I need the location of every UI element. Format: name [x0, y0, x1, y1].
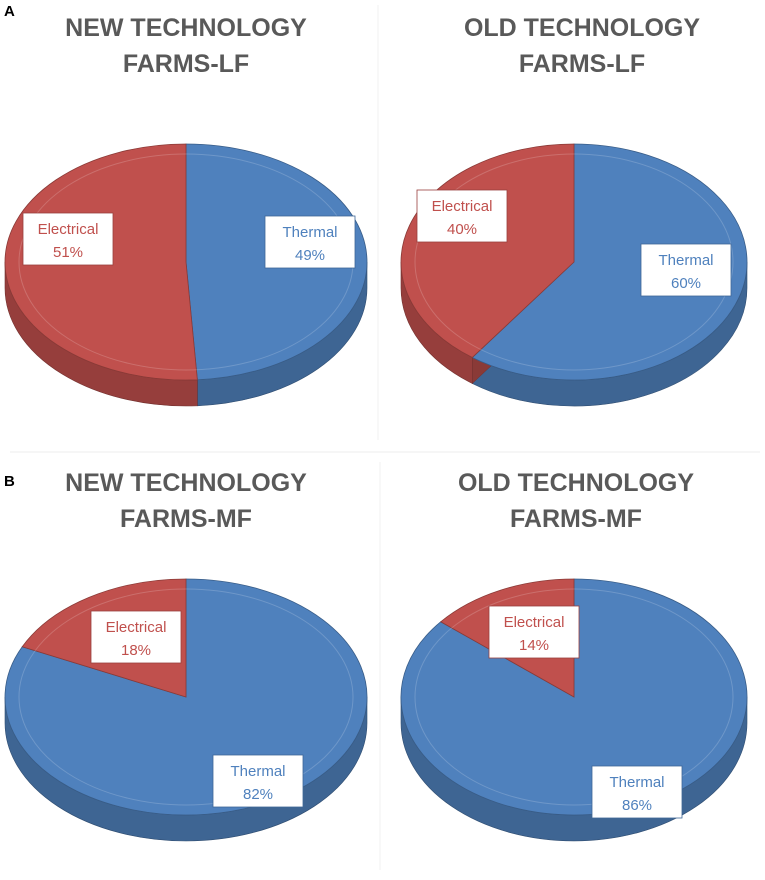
- pie-chart-1: NEW TECHNOLOGY FARMS-LF Thermal 49% Electric…: [4, 14, 368, 407]
- pie-chart-4: OLD TECHNOLOGY FARMS-MF Thermal 86% Electric…: [400, 469, 748, 842]
- chart-title: NEW TECHNOLOGY FARMS-MF: [65, 469, 307, 533]
- pie-slice-thermal: [471, 143, 748, 381]
- data-label-box: [264, 215, 356, 269]
- pie-body: [4, 143, 368, 407]
- data-label-category: Electrical: [106, 619, 167, 636]
- data-label-category: Electrical: [38, 221, 99, 238]
- data-label-value: 49%: [295, 247, 325, 264]
- data-label-box: [488, 605, 580, 659]
- chart-title-line: FARMS-MF: [120, 505, 252, 533]
- data-label-value: 14%: [519, 637, 549, 654]
- chart-title: OLD TECHNOLOGY FARMS-LF: [464, 14, 700, 78]
- chart-title-line: FARMS-MF: [510, 505, 642, 533]
- pie-chart-3: NEW TECHNOLOGY FARMS-MF Thermal 82% Electric…: [4, 469, 368, 842]
- data-label-electrical: Electrical 14%: [488, 605, 580, 659]
- data-label-thermal: Thermal 60%: [640, 243, 732, 297]
- pie-top-highlight: [414, 588, 734, 806]
- data-label-electrical: Electrical 51%: [22, 212, 114, 266]
- data-label-value: 86%: [622, 797, 652, 814]
- data-label-category: Electrical: [432, 198, 493, 215]
- chart-title-line: OLD TECHNOLOGY: [458, 469, 694, 497]
- pie-body: [4, 578, 368, 842]
- pie-top-highlight: [414, 153, 734, 371]
- data-label-value: 18%: [121, 642, 151, 659]
- pie-chart-2: OLD TECHNOLOGY FARMS-LF Thermal 60% Electric…: [400, 14, 748, 407]
- chart-title: OLD TECHNOLOGY FARMS-MF: [458, 469, 694, 533]
- chart-title: NEW TECHNOLOGY FARMS-LF: [65, 14, 307, 78]
- data-label-electrical: Electrical 18%: [90, 610, 182, 664]
- chart-title-line: OLD TECHNOLOGY: [464, 14, 700, 42]
- data-label-box: [212, 754, 304, 808]
- data-label-value: 51%: [53, 244, 83, 261]
- data-label-box: [640, 243, 732, 297]
- data-label-value: 82%: [243, 786, 273, 803]
- data-label-category: Thermal: [609, 774, 664, 791]
- chart-title-line: NEW TECHNOLOGY: [65, 14, 307, 42]
- data-label-value: 40%: [447, 221, 477, 238]
- chart-title-line: FARMS-LF: [123, 50, 249, 78]
- data-label-category: Thermal: [230, 763, 285, 780]
- data-label-category: Thermal: [282, 224, 337, 241]
- chart-title-line: FARMS-LF: [519, 50, 645, 78]
- data-label-thermal: Thermal 86%: [591, 765, 683, 819]
- data-label-electrical: Electrical 40%: [416, 189, 508, 243]
- chart-title-line: NEW TECHNOLOGY: [65, 469, 307, 497]
- panel-letter-b: B: [4, 473, 15, 490]
- data-label-box: [591, 765, 683, 819]
- data-label-box: [22, 212, 114, 266]
- panel-letter-a: A: [4, 3, 15, 20]
- data-label-thermal: Thermal 82%: [212, 754, 304, 808]
- data-label-box: [90, 610, 182, 664]
- data-label-thermal: Thermal 49%: [264, 215, 356, 269]
- data-label-category: Electrical: [504, 614, 565, 631]
- pie-top-highlight: [18, 588, 354, 806]
- data-label-box: [416, 189, 508, 243]
- data-label-category: Thermal: [658, 252, 713, 269]
- data-label-value: 60%: [671, 275, 701, 292]
- charts-layer: NEW TECHNOLOGY FARMS-LF Thermal 49% Electric…: [4, 14, 748, 842]
